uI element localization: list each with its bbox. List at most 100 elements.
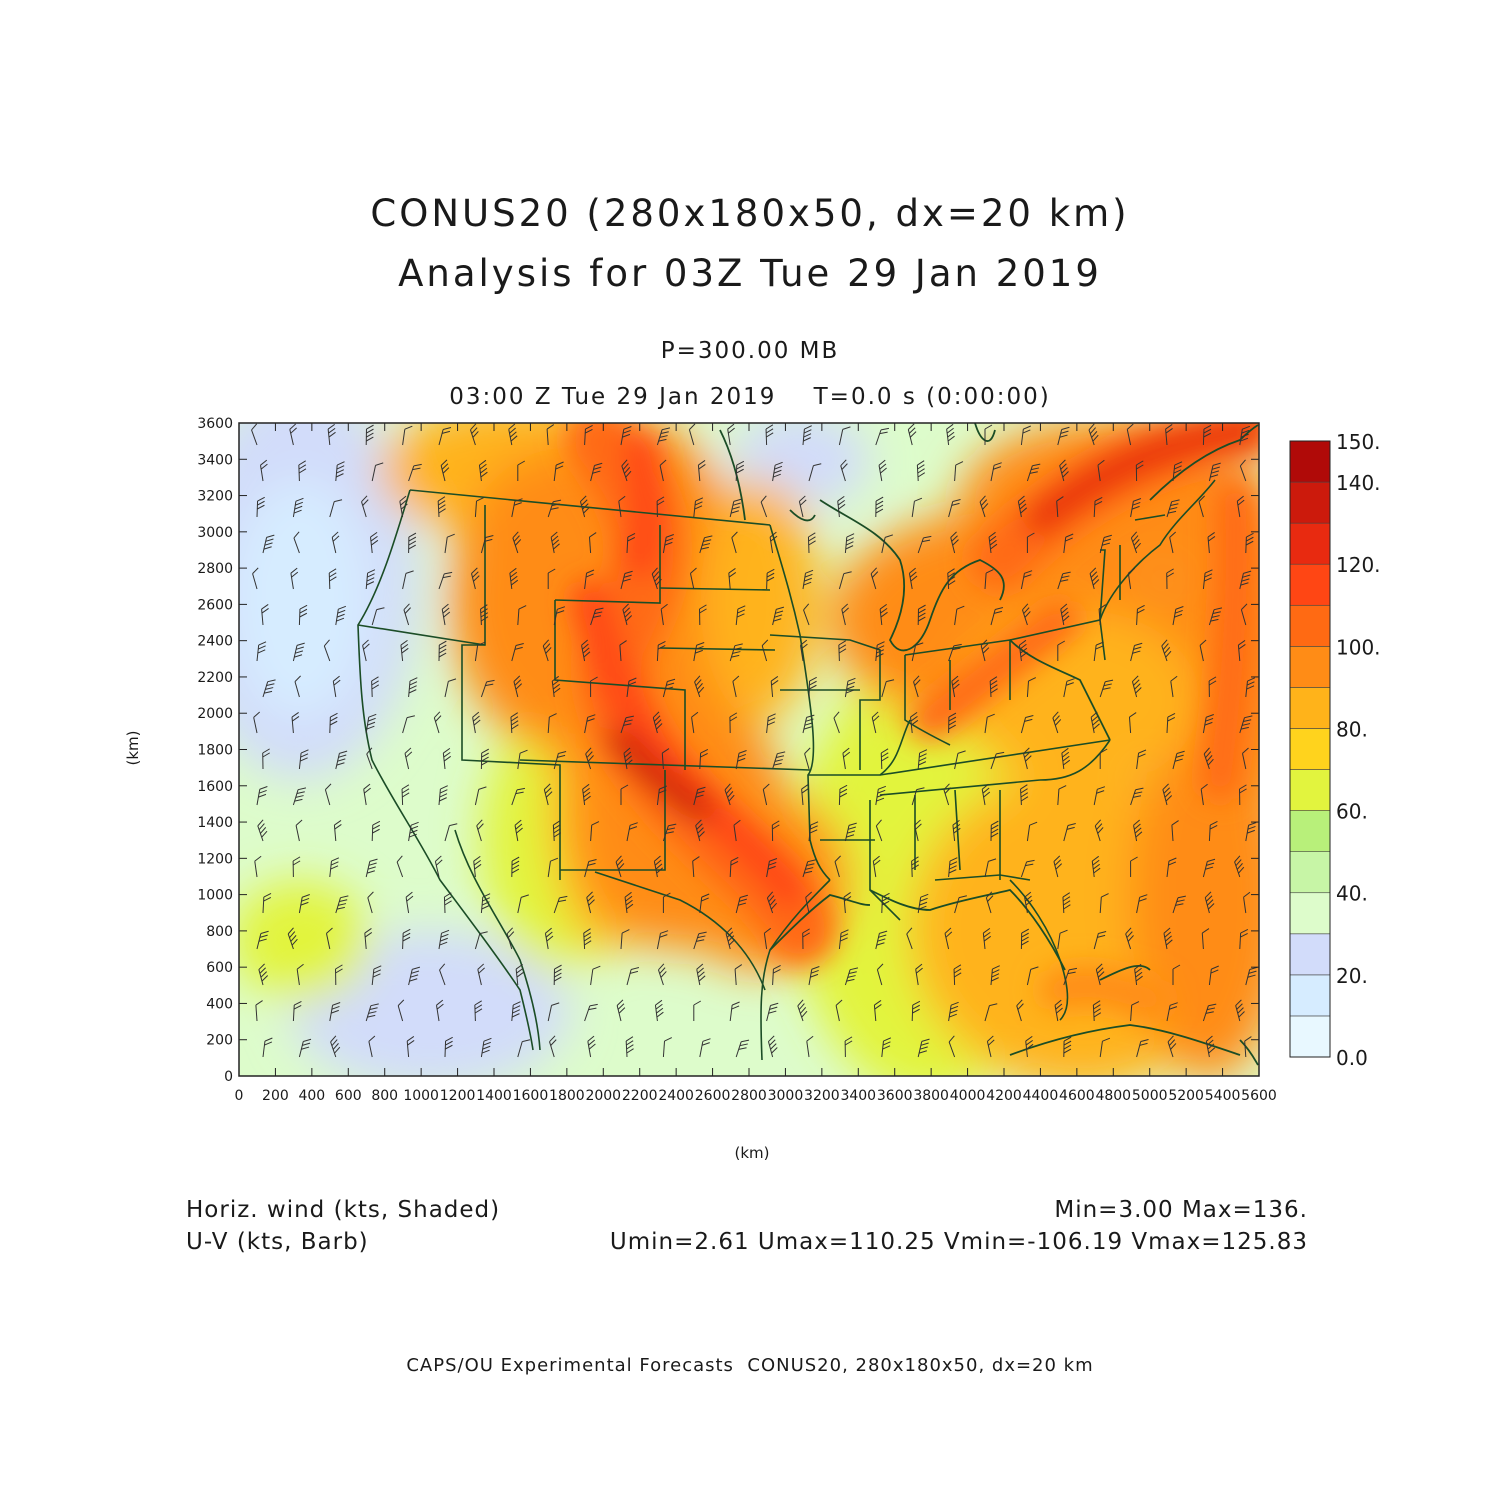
wind-barb — [948, 1035, 956, 1058]
wind-barb — [542, 639, 552, 662]
wind-barb — [1243, 891, 1251, 914]
wind-barb — [914, 819, 922, 842]
wind-barb — [917, 749, 928, 770]
wind-barb — [436, 999, 444, 1022]
wind-barb — [438, 640, 447, 662]
wind-barb — [871, 711, 880, 734]
colorbar-label: 0.0 — [1336, 1046, 1368, 1070]
wind-barb — [838, 640, 847, 662]
wind-barb — [626, 532, 636, 554]
wind-barb — [735, 605, 746, 626]
x-tick-label: 1400 — [476, 1088, 512, 1104]
wind-barb — [798, 495, 807, 518]
wind-barb — [1020, 425, 1031, 446]
wind-barb — [733, 819, 741, 842]
wind-barb — [590, 821, 600, 842]
wind-barb — [907, 423, 917, 446]
x-tick-label: 3800 — [913, 1088, 949, 1104]
wind-barb — [1239, 570, 1252, 590]
wind-barb — [881, 534, 893, 554]
wind-barb — [584, 859, 597, 878]
wind-barb — [256, 496, 265, 518]
wind-barb — [843, 892, 852, 914]
wind-barb — [362, 639, 370, 662]
wind-barb — [1239, 715, 1253, 734]
x-tick-label: 0 — [235, 1088, 244, 1104]
wind-barb — [622, 603, 633, 626]
wind-barb — [371, 462, 384, 482]
wind-barb — [404, 747, 413, 770]
wind-barb — [990, 751, 1005, 770]
wind-barb — [294, 675, 301, 698]
wind-barb — [401, 784, 410, 806]
wind-barb — [659, 459, 667, 482]
wind-barb — [469, 423, 479, 446]
wind-barb — [1130, 531, 1141, 554]
wind-barb — [517, 749, 528, 770]
wind-barb — [329, 857, 340, 878]
wind-barb — [917, 1038, 930, 1058]
wind-barb — [590, 607, 604, 626]
wind-barb — [1099, 534, 1112, 554]
wind-barb — [1099, 893, 1109, 914]
wind-barb — [766, 891, 777, 914]
wind-barb — [553, 964, 562, 986]
wind-barb — [984, 858, 997, 878]
wind-barb — [1062, 892, 1071, 914]
x-tick-label: 3600 — [877, 1088, 913, 1104]
x-tick-label: 400 — [298, 1088, 325, 1104]
colorbar-label: 100. — [1336, 635, 1381, 659]
barb-field-label: U-V (kts, Barb) — [186, 1229, 369, 1255]
wind-barb — [296, 963, 304, 986]
wind-barb — [1207, 532, 1216, 554]
wind-barb — [1171, 820, 1179, 842]
wind-barb — [329, 1002, 341, 1022]
wind-barb — [1131, 675, 1142, 698]
wind-speed-shading — [239, 423, 1259, 1076]
wind-barb — [990, 820, 999, 842]
wind-barb — [584, 569, 595, 590]
wind-barb — [1236, 495, 1245, 518]
wind-barb — [1063, 967, 1078, 986]
wind-barb — [405, 891, 414, 914]
wind-barb — [911, 787, 925, 806]
wind-barb — [396, 855, 404, 878]
wind-barb — [880, 748, 889, 770]
wind-barb — [906, 927, 913, 950]
wind-barb — [1208, 607, 1223, 626]
wind-barb — [1161, 639, 1172, 662]
wind-barb — [948, 499, 961, 518]
wind-barb — [763, 927, 772, 950]
wind-barb — [262, 748, 270, 770]
y-tick-label: 1000 — [197, 888, 233, 904]
wind-barb — [329, 712, 338, 734]
wind-barb — [1134, 963, 1143, 986]
wind-barb — [626, 822, 638, 842]
colorbar-segment — [1289, 851, 1331, 894]
wind-barb — [1198, 495, 1205, 518]
wind-barb — [438, 929, 450, 950]
x-tick-label: 1800 — [549, 1088, 585, 1104]
wind-barb — [1239, 784, 1247, 806]
wind-barb — [476, 819, 484, 842]
wind-barb — [765, 424, 774, 446]
wind-barb — [808, 821, 819, 842]
wind-barb — [1163, 927, 1173, 950]
wind-barb — [584, 424, 593, 446]
y-tick-label: 3000 — [197, 525, 233, 541]
wind-barb — [1166, 1002, 1178, 1022]
wind-barb — [506, 927, 515, 950]
wind-barb — [875, 641, 885, 662]
wind-barb — [1208, 676, 1217, 698]
wind-barb — [1130, 856, 1138, 877]
wind-barb — [441, 603, 451, 626]
wind-barb — [590, 462, 603, 482]
colorbar-label: 140. — [1336, 471, 1381, 495]
wind-barb — [735, 1039, 750, 1058]
wind-barb — [801, 784, 809, 806]
x-axis: 0 200 400 600 800 1000 1200 1400 1600 1800 2000 220… — [235, 423, 1277, 1104]
wind-barb — [838, 426, 851, 446]
x-tick-label: 2200 — [622, 1088, 658, 1104]
x-tick-label: 2600 — [695, 1088, 731, 1104]
wind-barb — [1026, 532, 1035, 553]
